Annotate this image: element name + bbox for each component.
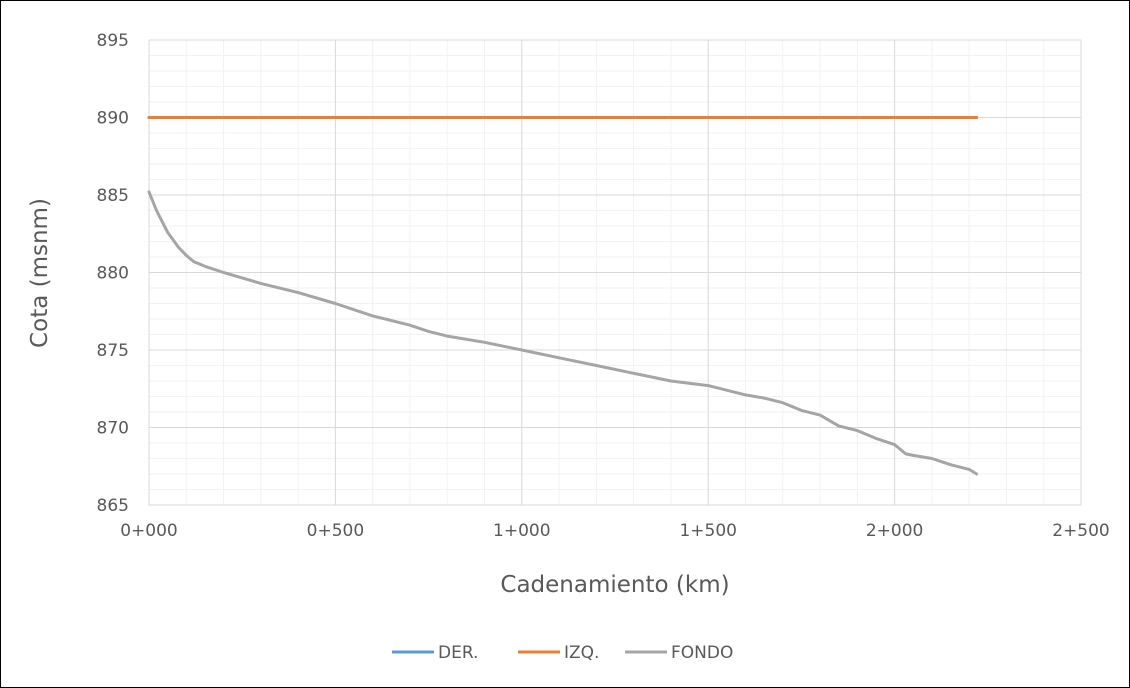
y-tick-label: 880 — [97, 264, 129, 284]
y-tick-label: 885 — [97, 186, 129, 206]
x-tick-label: 0+000 — [120, 521, 178, 541]
legend-label: IZQ. — [564, 643, 599, 663]
x-axis-title: Cadenamiento (km) — [500, 572, 729, 598]
legend-item: FONDO — [625, 643, 733, 663]
legend-label: DER. — [438, 643, 478, 663]
y-tick-labels: 865 870 875 880 885 890 895 — [97, 31, 129, 516]
x-tick-labels: 0+000 0+500 1+000 1+500 2+000 2+500 — [120, 521, 1110, 541]
x-tick-label: 1+500 — [679, 521, 737, 541]
x-tick-label: 0+500 — [307, 521, 365, 541]
legend: DER. IZQ. FONDO — [392, 643, 733, 663]
legend-label: FONDO — [671, 643, 733, 663]
x-tick-label: 2+500 — [1052, 521, 1110, 541]
legend-item: IZQ. — [518, 643, 599, 663]
y-axis-title: Cota (msnm) — [27, 198, 53, 348]
major-gridlines — [148, 39, 1082, 506]
y-tick-label: 870 — [97, 419, 129, 439]
series-lines — [147, 116, 979, 476]
y-tick-label: 865 — [97, 496, 129, 516]
y-tick-label: 895 — [97, 31, 129, 51]
legend-item: DER. — [392, 643, 478, 663]
x-tick-label: 1+000 — [493, 521, 551, 541]
y-tick-label: 890 — [97, 109, 129, 129]
series-line-fondo — [147, 190, 979, 476]
y-tick-label: 875 — [97, 341, 129, 361]
x-tick-label: 2+000 — [866, 521, 924, 541]
